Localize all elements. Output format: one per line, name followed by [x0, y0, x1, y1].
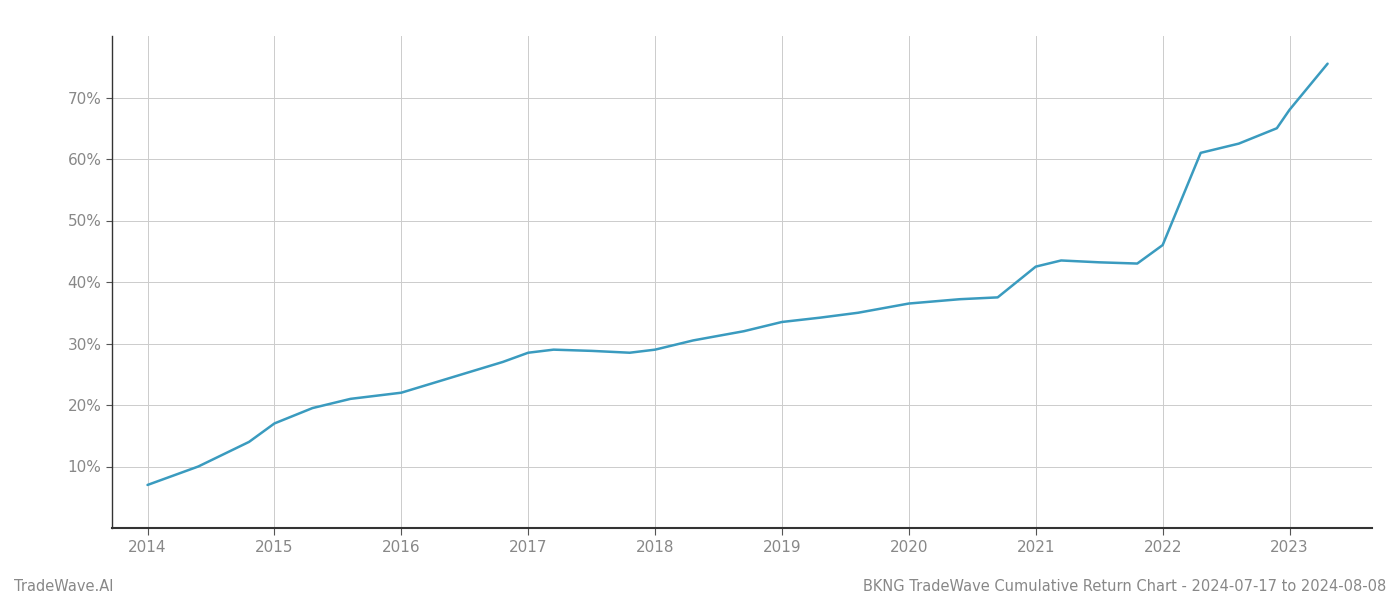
Text: BKNG TradeWave Cumulative Return Chart - 2024-07-17 to 2024-08-08: BKNG TradeWave Cumulative Return Chart -… [862, 579, 1386, 594]
Text: TradeWave.AI: TradeWave.AI [14, 579, 113, 594]
